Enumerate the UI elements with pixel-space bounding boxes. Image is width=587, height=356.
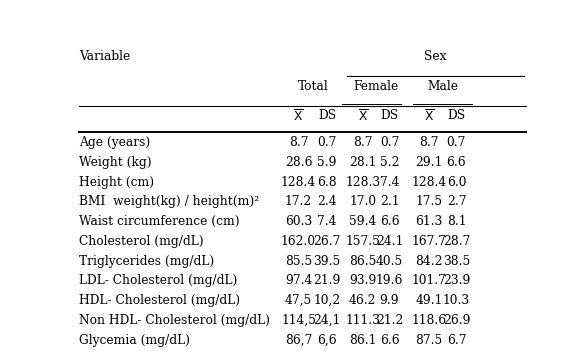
Text: Cholesterol (mg/dL): Cholesterol (mg/dL) [79, 235, 204, 248]
Text: DS: DS [447, 109, 465, 121]
Text: 128.4: 128.4 [411, 176, 447, 189]
Text: 2.1: 2.1 [380, 195, 399, 208]
Text: 8.7: 8.7 [289, 136, 308, 149]
Text: 86,7: 86,7 [285, 334, 312, 346]
Text: 6.6: 6.6 [447, 156, 466, 169]
Text: 0.7: 0.7 [380, 136, 399, 149]
Text: 60.3: 60.3 [285, 215, 312, 228]
Text: HDL- Cholesterol (mg/dL): HDL- Cholesterol (mg/dL) [79, 294, 240, 307]
Text: Total: Total [298, 80, 328, 93]
Text: 10.3: 10.3 [443, 294, 470, 307]
Text: 85.5: 85.5 [285, 255, 312, 268]
Text: 49.1: 49.1 [416, 294, 443, 307]
Text: Weight (kg): Weight (kg) [79, 156, 151, 169]
Text: 6,6: 6,6 [318, 334, 337, 346]
Text: 6.7: 6.7 [447, 334, 466, 346]
Text: Sex: Sex [424, 49, 447, 63]
Text: 6.8: 6.8 [318, 176, 337, 189]
Text: 5.2: 5.2 [380, 156, 399, 169]
Text: 118.6: 118.6 [411, 314, 447, 327]
Text: Height (cm): Height (cm) [79, 176, 154, 189]
Text: 21.2: 21.2 [376, 314, 403, 327]
Text: 40.5: 40.5 [376, 255, 403, 268]
Text: LDL- Cholesterol (mg/dL): LDL- Cholesterol (mg/dL) [79, 274, 237, 287]
Text: 17.2: 17.2 [285, 195, 312, 208]
Text: 28.6: 28.6 [285, 156, 312, 169]
Text: 87.5: 87.5 [416, 334, 443, 346]
Text: 111.3: 111.3 [345, 314, 380, 327]
Text: 86.5: 86.5 [349, 255, 376, 268]
Text: 19.6: 19.6 [376, 274, 403, 287]
Text: Glycemia (mg/dL): Glycemia (mg/dL) [79, 334, 190, 346]
Text: 46.2: 46.2 [349, 294, 376, 307]
Text: 8.7: 8.7 [353, 136, 373, 149]
Text: 39.5: 39.5 [313, 255, 341, 268]
Text: 157.5: 157.5 [345, 235, 380, 248]
Text: 9.9: 9.9 [380, 294, 399, 307]
Text: 0.7: 0.7 [447, 136, 466, 149]
Text: 128.3: 128.3 [345, 176, 380, 189]
Text: 93.9: 93.9 [349, 274, 376, 287]
Text: 162.0: 162.0 [281, 235, 316, 248]
Text: 128.4: 128.4 [281, 176, 316, 189]
Text: 38.5: 38.5 [443, 255, 470, 268]
Text: 26.9: 26.9 [443, 314, 470, 327]
Text: DS: DS [318, 109, 336, 121]
Text: 28.7: 28.7 [443, 235, 470, 248]
Text: 17.0: 17.0 [349, 195, 376, 208]
Text: 101.7: 101.7 [411, 274, 447, 287]
Text: 84.2: 84.2 [416, 255, 443, 268]
Text: 24,1: 24,1 [313, 314, 341, 327]
Text: Variable: Variable [79, 49, 130, 63]
Text: 114,5: 114,5 [281, 314, 316, 327]
Text: Triglycerides (mg/dL): Triglycerides (mg/dL) [79, 255, 214, 268]
Text: 26.7: 26.7 [313, 235, 341, 248]
Text: Waist circumference (cm): Waist circumference (cm) [79, 215, 239, 228]
Text: BMI  weight(kg) / height(m)²: BMI weight(kg) / height(m)² [79, 195, 259, 208]
Text: 8.1: 8.1 [447, 215, 466, 228]
Text: 86.1: 86.1 [349, 334, 376, 346]
Text: 6.6: 6.6 [380, 215, 399, 228]
Text: 61.3: 61.3 [416, 215, 443, 228]
Text: 6.0: 6.0 [447, 176, 466, 189]
Text: 10,2: 10,2 [313, 294, 341, 307]
Text: Age (years): Age (years) [79, 136, 150, 149]
Text: 2.7: 2.7 [447, 195, 466, 208]
Text: 24.1: 24.1 [376, 235, 403, 248]
Text: $\overline{\mathrm{X}}$: $\overline{\mathrm{X}}$ [424, 109, 434, 124]
Text: 5.9: 5.9 [318, 156, 337, 169]
Text: Male: Male [427, 80, 458, 93]
Text: 0.7: 0.7 [318, 136, 337, 149]
Text: 21.9: 21.9 [313, 274, 341, 287]
Text: 97.4: 97.4 [285, 274, 312, 287]
Text: 8.7: 8.7 [419, 136, 439, 149]
Text: DS: DS [380, 109, 399, 121]
Text: 47,5: 47,5 [285, 294, 312, 307]
Text: 59.4: 59.4 [349, 215, 376, 228]
Text: 7.4: 7.4 [318, 215, 337, 228]
Text: 29.1: 29.1 [416, 156, 443, 169]
Text: Non HDL- Cholesterol (mg/dL): Non HDL- Cholesterol (mg/dL) [79, 314, 270, 327]
Text: 167.7: 167.7 [411, 235, 447, 248]
Text: 17.5: 17.5 [416, 195, 443, 208]
Text: Female: Female [353, 80, 399, 93]
Text: 6.6: 6.6 [380, 334, 399, 346]
Text: $\overline{\mathrm{X}}$: $\overline{\mathrm{X}}$ [357, 109, 368, 124]
Text: $\overline{\mathrm{X}}$: $\overline{\mathrm{X}}$ [294, 109, 303, 124]
Text: 28.1: 28.1 [349, 156, 376, 169]
Text: 2.4: 2.4 [318, 195, 337, 208]
Text: 23.9: 23.9 [443, 274, 470, 287]
Text: 7.4: 7.4 [380, 176, 399, 189]
